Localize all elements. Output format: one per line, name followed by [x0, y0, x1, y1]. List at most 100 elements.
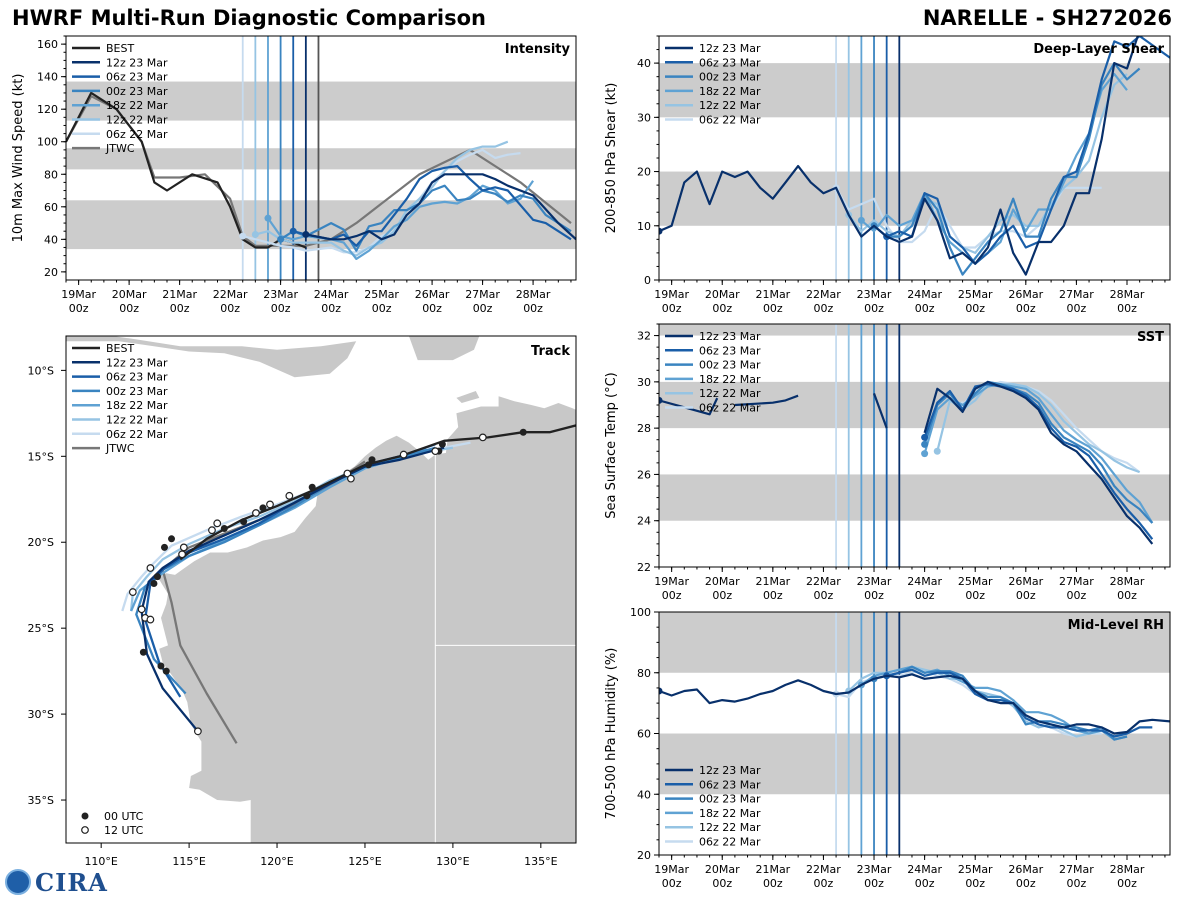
y-tick-label: 80	[637, 667, 651, 680]
y-tick-label: 40	[637, 788, 651, 801]
track-point-00utc	[308, 483, 316, 491]
series-line	[936, 383, 1140, 474]
track-point-00utc	[150, 579, 158, 587]
series-line	[923, 380, 1154, 545]
x-tick-label: 25Mar	[364, 288, 399, 301]
y-tick-label: 20	[637, 166, 651, 179]
x-tick-label: 26Mar	[1008, 575, 1043, 588]
y-tick-label: 10°S	[28, 364, 54, 377]
x-tick-label: 20Mar	[705, 575, 740, 588]
x-tick-label: 00z	[1016, 589, 1036, 602]
series-start-marker	[264, 214, 272, 222]
track-point-00utc	[259, 504, 267, 512]
x-tick-label: 20Mar	[112, 288, 147, 301]
panel-title: Track	[531, 344, 570, 359]
x-tick-label: 135°E	[524, 855, 557, 868]
x-tick-label: 110°E	[84, 855, 117, 868]
x-tick-label: 27Mar	[1059, 863, 1094, 876]
track-point-12utc	[179, 543, 188, 552]
series-start-marker	[921, 450, 929, 458]
shaded-band	[659, 612, 1170, 673]
panel-title: Deep-Layer Shear	[1033, 42, 1164, 57]
series-line	[886, 36, 1170, 265]
x-tick-label: 20Mar	[705, 288, 740, 301]
series-line	[835, 668, 1102, 738]
x-tick-label: 00z	[814, 589, 834, 602]
x-tick-label: 25Mar	[958, 863, 993, 876]
land-island	[456, 391, 480, 403]
x-tick-label: 00z	[422, 302, 442, 315]
y-tick-label: 20	[637, 849, 651, 862]
legend-entry: 12z 23 Mar	[106, 56, 168, 69]
series-line	[305, 173, 576, 241]
plot-area	[659, 612, 1170, 855]
cira-logo: CIRA	[5, 867, 108, 897]
legend-entry: 12z 22 Mar	[699, 387, 761, 400]
legend-entry: 00 UTC	[104, 810, 144, 823]
track-point-12utc	[208, 526, 216, 535]
track-point-12utc	[128, 588, 137, 596]
x-tick-label: 00z	[965, 589, 985, 602]
x-tick-label: 00z	[1067, 589, 1087, 602]
track-point-12utc	[213, 519, 222, 528]
series-start-marker	[659, 396, 663, 404]
legend-entry: JTWC	[105, 142, 135, 155]
legend-entry: 00z 23 Mar	[699, 71, 761, 84]
shaded-band	[66, 148, 576, 170]
x-tick-label: 19Mar	[654, 575, 689, 588]
noaa-logo-icon	[5, 869, 31, 895]
legend-marker-00utc	[81, 812, 89, 820]
legend-entry: 18z 22 Mar	[699, 85, 761, 98]
x-tick-label: 00z	[662, 589, 682, 602]
y-tick-label: 60	[44, 201, 58, 214]
y-tick-label: 140	[37, 71, 58, 84]
x-tick-label: 22Mar	[806, 863, 841, 876]
x-tick-label: 21Mar	[755, 575, 790, 588]
x-tick-label: 26Mar	[1008, 863, 1043, 876]
x-tick-label: 115°E	[172, 855, 205, 868]
x-tick-label: 00z	[321, 302, 341, 315]
legend-entry: 18z 22 Mar	[699, 807, 761, 820]
x-tick-label: 22Mar	[806, 575, 841, 588]
series-start-marker	[857, 216, 865, 224]
track-point-00utc	[160, 543, 168, 551]
legend-entry: 06z 22 Mar	[699, 402, 761, 415]
x-tick-label: 125°E	[348, 855, 381, 868]
y-tick-label: 22	[637, 561, 651, 574]
series-line	[659, 673, 1170, 735]
series-line	[873, 62, 1141, 276]
series-start-marker	[659, 687, 663, 695]
y-tick-label: 80	[44, 168, 58, 181]
panel-title: SST	[1137, 330, 1164, 345]
x-tick-label: 00z	[1067, 302, 1087, 315]
series-line	[659, 36, 1139, 276]
x-tick-label: 00z	[712, 302, 732, 315]
legend-marker-12utc	[81, 826, 89, 834]
page-title: HWRF Multi-Run Diagnostic Comparison	[12, 6, 487, 30]
series-line	[659, 397, 719, 416]
x-tick-label: 24Mar	[907, 288, 942, 301]
series-start-marker	[239, 232, 247, 240]
x-tick-label: 26Mar	[415, 288, 450, 301]
shaded-band	[66, 81, 576, 121]
y-tick-label: 60	[637, 728, 651, 741]
series-start-marker	[921, 433, 929, 441]
y-tick-label: 26	[637, 468, 651, 481]
x-tick-label: 23Mar	[857, 575, 892, 588]
y-tick-label: 10	[637, 220, 651, 233]
legend-entry: 12z 23 Mar	[699, 764, 761, 777]
cira-wordmark: CIRA	[35, 867, 108, 897]
track-point-12utc	[431, 447, 440, 456]
x-tick-label: 21Mar	[755, 863, 790, 876]
panel-intensity: 2040608010012014016019Mar00z20Mar00z21Ma…	[11, 35, 577, 315]
y-axis-label: 700-500 hPa Humidity (%)	[604, 648, 619, 820]
shaded-band	[659, 63, 1170, 118]
track-point-00utc	[303, 492, 311, 500]
x-tick-label: 00z	[864, 877, 884, 890]
legend-entry: 06z 22 Mar	[106, 128, 168, 141]
legend-entry: 12 UTC	[104, 824, 144, 837]
track-point-12utc	[399, 450, 408, 459]
legend-entry: 12z 22 Mar	[106, 414, 168, 427]
y-tick-label: 35°S	[28, 794, 54, 807]
